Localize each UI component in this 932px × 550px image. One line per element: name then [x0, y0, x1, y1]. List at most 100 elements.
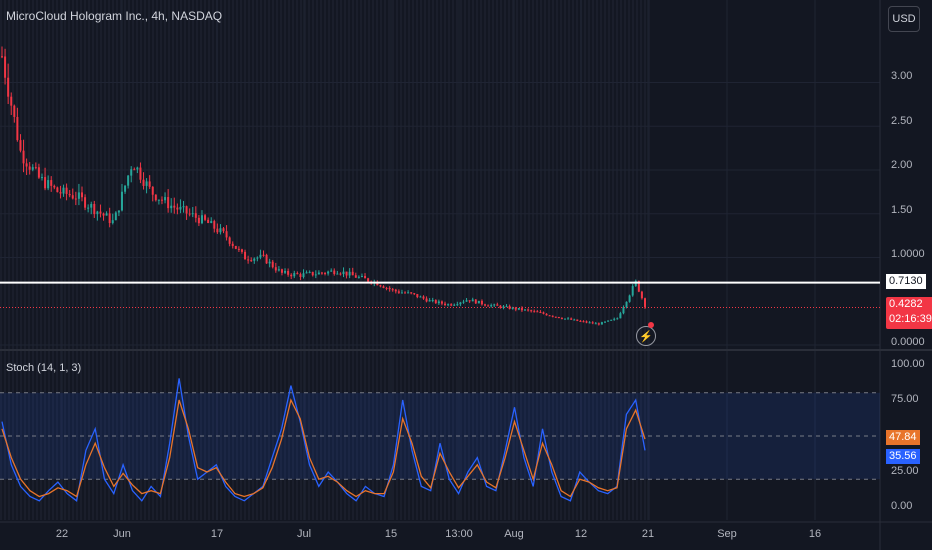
stoch-d-line [1, 398, 646, 498]
background-stripe [524, 0, 526, 520]
candle-body [607, 320, 610, 322]
price-axis-tick: 0.0000 [891, 336, 925, 348]
candle-body [573, 319, 576, 321]
candle-body [342, 271, 345, 275]
candle-body [210, 221, 213, 224]
background-stripe [368, 0, 370, 520]
candle-body [533, 311, 536, 313]
background-stripe [468, 0, 470, 520]
candle-body [616, 318, 619, 320]
candle-body [111, 220, 114, 224]
candle-body [542, 312, 545, 314]
background-stripe [284, 0, 286, 520]
stoch-axis-tick: 0.00 [891, 500, 913, 512]
background-stripe [88, 0, 90, 520]
candle-body [296, 273, 299, 275]
candle-body [173, 205, 176, 208]
background-stripe [388, 0, 390, 520]
background-stripe [484, 0, 486, 520]
background-stripe [192, 0, 194, 520]
background-stripe [404, 0, 406, 520]
background-stripe [80, 0, 82, 520]
background-stripe [0, 0, 2, 520]
background-stripe [104, 0, 106, 520]
candle-body [622, 307, 625, 314]
candle-body [302, 273, 305, 277]
candle-body [471, 299, 474, 302]
background-stripe [240, 0, 242, 520]
candle-body [299, 274, 302, 277]
candle-body [240, 249, 243, 252]
candle-body [474, 299, 477, 304]
background-stripe [68, 0, 70, 520]
candle-body [237, 248, 240, 250]
candle-body [410, 292, 413, 294]
candle-body [127, 175, 130, 186]
background-stripe [632, 0, 634, 520]
background-stripe [344, 0, 346, 520]
candle-body [591, 322, 594, 324]
background-stripe [396, 0, 398, 520]
background-stripe [356, 0, 358, 520]
background-stripe [44, 0, 46, 520]
background-stripe [296, 0, 298, 520]
candle-body [142, 179, 145, 186]
candle-body [40, 177, 43, 179]
background-stripe [244, 0, 246, 520]
background-stripe [252, 0, 254, 520]
candle-body [10, 96, 13, 106]
candle-body [108, 213, 111, 224]
candle-body [124, 185, 127, 192]
candle-body [37, 167, 40, 178]
background-stripe [480, 0, 482, 520]
candle-body [305, 272, 308, 274]
candle-body [570, 318, 573, 320]
candle-body [514, 307, 517, 310]
candle-body [68, 193, 71, 196]
background-stripe [540, 0, 542, 520]
candle-body [277, 269, 280, 271]
currency-button[interactable]: USD [888, 6, 920, 32]
candle-body [444, 303, 447, 306]
candle-body [431, 300, 434, 302]
candle-body [407, 292, 410, 294]
candle-body [468, 300, 471, 302]
last-price-tag: 0.4282 02:16:39 [886, 297, 932, 329]
candle-body [428, 300, 431, 302]
candle-body [604, 321, 607, 323]
candle-body [231, 243, 234, 246]
lightning-icon[interactable]: ⚡ [636, 326, 656, 346]
candle-body [496, 304, 499, 306]
background-stripe [116, 0, 118, 520]
background-stripe [152, 0, 154, 520]
candle-body [600, 322, 603, 325]
candle-body [1, 56, 3, 58]
candle-body [44, 177, 47, 189]
candle-body [65, 187, 68, 194]
last-price-value: 0.4282 [889, 298, 923, 310]
candle-body [120, 191, 123, 211]
candle-body [360, 276, 363, 278]
background-stripe [604, 0, 606, 520]
background-stripe [508, 0, 510, 520]
candle-body [56, 187, 59, 193]
background-stripe [72, 0, 74, 520]
candle-body [22, 150, 25, 164]
background-stripe [48, 0, 50, 520]
candle-body [200, 215, 203, 224]
background-stripe [96, 0, 98, 520]
candle-body [253, 258, 256, 261]
candle-body [96, 211, 99, 215]
background-stripe [32, 0, 34, 520]
candle-body [28, 166, 31, 170]
candle-body [576, 319, 579, 321]
candle-body [327, 271, 330, 274]
stoch-indicator-label[interactable]: Stoch (14, 1, 3) [6, 362, 82, 374]
candle-body [354, 275, 357, 278]
background-stripe [188, 0, 190, 520]
candle-body [244, 251, 247, 260]
candle-body [284, 270, 287, 273]
candle-body [585, 321, 588, 323]
background-stripe [504, 0, 506, 520]
